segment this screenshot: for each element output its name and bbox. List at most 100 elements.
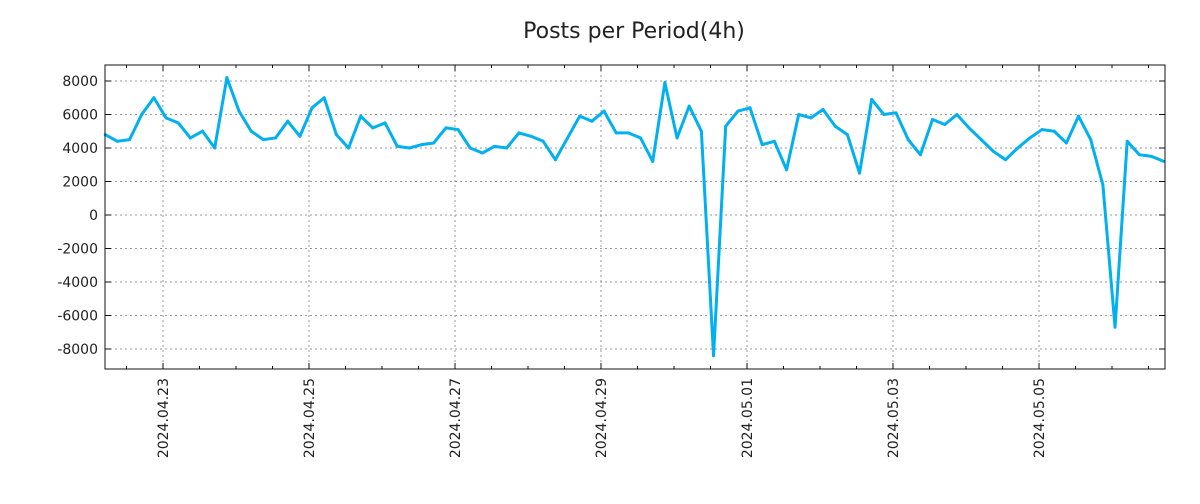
data-point bbox=[1028, 136, 1032, 140]
x-tick-label: 2024.05.01 bbox=[740, 378, 756, 458]
data-point bbox=[833, 124, 837, 128]
data-point bbox=[334, 133, 338, 137]
x-tick-label: 2024.05.05 bbox=[1032, 378, 1048, 458]
data-point bbox=[115, 139, 119, 143]
data-point bbox=[809, 116, 813, 120]
data-point bbox=[1137, 153, 1141, 157]
data-point bbox=[201, 129, 205, 133]
data-point bbox=[395, 144, 399, 148]
data-point bbox=[1150, 154, 1154, 158]
data-point bbox=[724, 124, 728, 128]
data-point bbox=[918, 153, 922, 157]
data-point bbox=[626, 131, 630, 135]
x-tick-label: 2024.04.27 bbox=[448, 378, 464, 458]
data-point bbox=[152, 96, 156, 100]
data-point bbox=[176, 121, 180, 125]
data-point bbox=[128, 138, 132, 142]
series-line bbox=[104, 76, 1165, 358]
data-point bbox=[979, 138, 983, 142]
data-point bbox=[310, 106, 314, 110]
x-tick-label: 2024.04.29 bbox=[594, 378, 610, 458]
data-point bbox=[675, 136, 679, 140]
data-point bbox=[687, 104, 691, 108]
data-point bbox=[1162, 159, 1166, 163]
data-point bbox=[140, 112, 144, 116]
data-point bbox=[383, 121, 387, 125]
y-tick-label: 4000 bbox=[62, 141, 98, 157]
data-point bbox=[760, 143, 764, 147]
y-tick-label: -4000 bbox=[57, 275, 98, 291]
data-point bbox=[359, 114, 363, 118]
data-point bbox=[748, 106, 752, 110]
y-axis: 8000 6000 4000 2000 0 -2000 -4000 -6000 -8000 bbox=[57, 74, 1165, 358]
data-point bbox=[991, 149, 995, 153]
data-point bbox=[274, 136, 278, 140]
data-point bbox=[1052, 129, 1056, 133]
data-point bbox=[444, 126, 448, 130]
chart-title: Posts per Period(4h) bbox=[523, 19, 745, 44]
y-tick-label: 6000 bbox=[62, 107, 98, 123]
data-point bbox=[943, 123, 947, 127]
data-point bbox=[261, 138, 265, 142]
data-point bbox=[699, 129, 703, 133]
data-point bbox=[493, 144, 497, 148]
x-axis: 2024.04.23 2024.04.25 2024.04.27 2024.04.29… bbox=[126, 65, 1149, 458]
data-point bbox=[164, 116, 168, 120]
grid bbox=[105, 65, 1165, 369]
data-point bbox=[1040, 128, 1044, 132]
data-point bbox=[249, 129, 253, 133]
data-point bbox=[553, 158, 557, 162]
data-point bbox=[347, 146, 351, 150]
y-tick-label: 8000 bbox=[62, 74, 98, 90]
data-point bbox=[505, 146, 509, 150]
data-point bbox=[1113, 325, 1117, 329]
y-tick-label: -6000 bbox=[57, 308, 98, 324]
data-point bbox=[420, 143, 424, 147]
data-point bbox=[407, 146, 411, 150]
data-point bbox=[578, 114, 582, 118]
data-point bbox=[712, 354, 716, 358]
data-point bbox=[188, 136, 192, 140]
data-point bbox=[1101, 183, 1105, 187]
data-point bbox=[1125, 139, 1129, 143]
data-point bbox=[1089, 138, 1093, 142]
y-tick-label: 0 bbox=[89, 208, 98, 224]
data-point bbox=[772, 139, 776, 143]
data-point bbox=[955, 112, 959, 116]
data-point bbox=[456, 128, 460, 132]
series bbox=[103, 76, 1166, 358]
data-point bbox=[651, 159, 655, 163]
data-point bbox=[614, 131, 618, 135]
data-point bbox=[931, 118, 935, 122]
data-point bbox=[663, 81, 667, 85]
data-point bbox=[785, 168, 789, 172]
data-point bbox=[1077, 114, 1081, 118]
data-point bbox=[322, 96, 326, 100]
data-point bbox=[1064, 141, 1068, 145]
y-tick-label: -2000 bbox=[57, 241, 98, 257]
data-point bbox=[845, 133, 849, 137]
x-tick-label: 2024.04.25 bbox=[302, 378, 318, 458]
data-point bbox=[590, 119, 594, 123]
data-point bbox=[1004, 158, 1008, 162]
data-point bbox=[967, 126, 971, 130]
plot-frame bbox=[104, 64, 1166, 370]
data-point bbox=[602, 109, 606, 113]
data-point bbox=[480, 151, 484, 155]
data-point bbox=[858, 171, 862, 175]
data-point bbox=[468, 146, 472, 150]
data-point bbox=[298, 134, 302, 138]
data-point bbox=[371, 126, 375, 130]
data-point bbox=[237, 109, 241, 113]
data-point bbox=[566, 136, 570, 140]
data-point bbox=[432, 141, 436, 145]
data-point bbox=[821, 107, 825, 111]
data-point bbox=[225, 76, 229, 80]
data-point bbox=[906, 138, 910, 142]
data-point bbox=[797, 112, 801, 116]
data-point bbox=[286, 119, 290, 123]
data-point bbox=[639, 136, 643, 140]
data-point bbox=[529, 134, 533, 138]
data-point bbox=[882, 112, 886, 116]
